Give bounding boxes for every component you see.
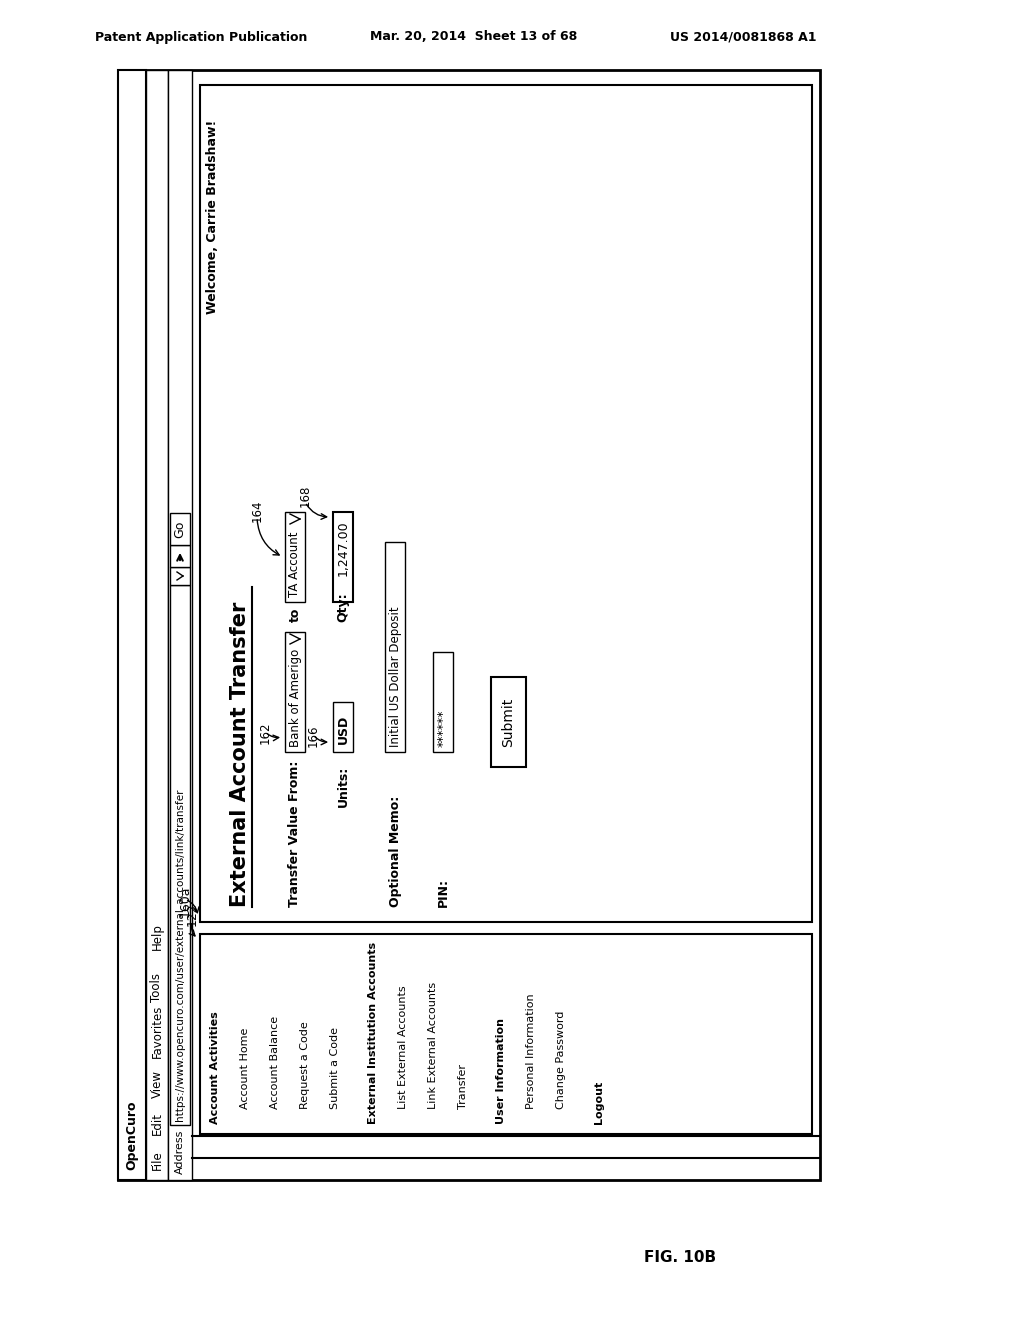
Polygon shape [385,543,406,752]
Text: List External Accounts: List External Accounts [398,985,408,1109]
Text: OpenCuro: OpenCuro [126,1101,138,1170]
Text: Transfer Value From:: Transfer Value From: [289,760,301,907]
Text: USD: USD [337,714,349,744]
Polygon shape [285,632,305,752]
Text: External Account Transfer: External Account Transfer [230,602,250,907]
Polygon shape [170,568,190,585]
Text: Welcome, Carrie Bradshaw!: Welcome, Carrie Bradshaw! [206,120,218,314]
Text: US 2014/0081868 A1: US 2014/0081868 A1 [670,30,816,44]
Polygon shape [170,585,190,1125]
Text: 166: 166 [306,725,319,747]
Text: Tools: Tools [151,973,164,1002]
Text: Favorites: Favorites [151,1005,164,1059]
Text: Edit: Edit [151,1111,164,1135]
Text: https://www.opencuro.com/user/external_accounts/link/transfer: https://www.opencuro.com/user/external_a… [174,788,185,1121]
Polygon shape [333,512,353,602]
Text: PIN:: PIN: [436,878,450,907]
Text: External Institution Accounts: External Institution Accounts [368,942,378,1125]
Text: Mar. 20, 2014  Sheet 13 of 68: Mar. 20, 2014 Sheet 13 of 68 [370,30,578,44]
Text: Help: Help [151,923,164,950]
Polygon shape [170,513,190,545]
Text: TA Account: TA Account [289,532,301,597]
Text: Qty:: Qty: [337,593,349,622]
Polygon shape [146,70,168,1180]
Text: ******: ****** [436,710,450,747]
Polygon shape [200,935,812,1134]
Polygon shape [200,84,812,921]
Text: View: View [151,1071,164,1098]
Text: Account Balance: Account Balance [270,1016,280,1109]
Text: Patent Application Publication: Patent Application Publication [95,30,307,44]
Polygon shape [490,677,525,767]
Text: to: to [289,607,301,622]
Text: 168: 168 [299,484,311,507]
Text: File: File [151,1150,164,1170]
Text: Transfer: Transfer [458,1064,468,1109]
Text: Account Activities: Account Activities [210,1011,220,1125]
Text: Optional Memo:: Optional Memo: [388,796,401,907]
Text: Submit a Code: Submit a Code [330,1027,340,1109]
Text: Initial US Dollar Deposit: Initial US Dollar Deposit [388,606,401,747]
Text: 1,247.00: 1,247.00 [337,520,349,576]
Text: Units:: Units: [337,766,349,807]
Text: Personal Information: Personal Information [526,994,536,1109]
Polygon shape [170,545,190,568]
Polygon shape [433,652,453,752]
Text: Account Home: Account Home [240,1028,250,1109]
Polygon shape [168,70,193,1180]
Polygon shape [118,70,820,1180]
Text: Address: Address [175,1130,185,1173]
Text: 164: 164 [251,499,263,521]
Text: Submit: Submit [501,697,515,747]
Polygon shape [118,70,146,1180]
Text: Link External Accounts: Link External Accounts [428,982,438,1109]
Text: User Information: User Information [496,1018,506,1125]
Text: 160a: 160a [178,886,191,917]
Text: 162: 162 [258,722,271,744]
Text: Request a Code: Request a Code [300,1022,310,1109]
Polygon shape [333,702,353,752]
Text: FIG. 10B: FIG. 10B [644,1250,716,1266]
Polygon shape [285,512,305,602]
Text: 122: 122 [185,903,199,927]
Text: Logout: Logout [594,1081,604,1125]
Text: Change Password: Change Password [556,1011,566,1109]
Text: Go: Go [173,520,186,537]
Text: Bank of Amerigo: Bank of Amerigo [289,648,301,747]
